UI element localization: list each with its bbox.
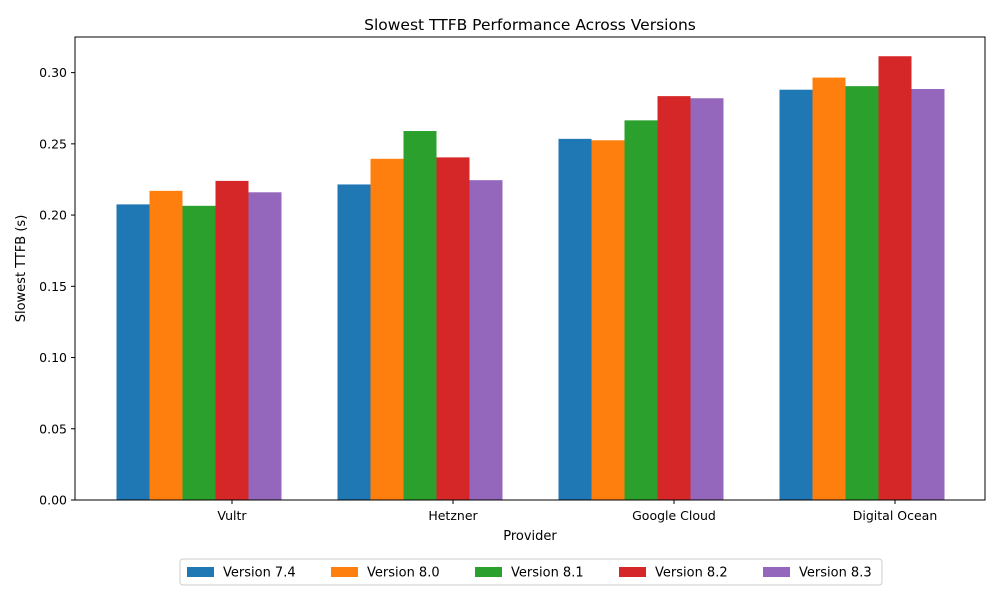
bar-version-8-2-vultr (215, 180, 249, 500)
legend-swatch (619, 567, 646, 577)
bar-version-8-1-digital-ocean (845, 86, 879, 500)
bar-version-8-2-google-cloud (657, 96, 691, 501)
y-tick-label: 0.25 (39, 136, 67, 151)
legend: Version 7.4 Version 8.0 Version 8.1 Version… (179, 558, 883, 586)
y-tick-label: 0.15 (39, 279, 67, 294)
bar-version-7-4-vultr (116, 204, 150, 500)
bar-version-7-4-google-cloud (558, 138, 592, 501)
legend-swatch (763, 567, 790, 577)
legend-swatch (331, 567, 358, 577)
bar-version-7-4-hetzner (337, 184, 371, 500)
y-tick-label: 0.10 (39, 350, 67, 365)
legend-box (179, 558, 883, 586)
bar-version-8-0-vultr (149, 190, 183, 500)
y-tick-label: 0.00 (39, 493, 67, 508)
legend-swatch (187, 567, 214, 577)
x-tick-label: Hetzner (428, 508, 478, 523)
bar-version-8-0-hetzner (370, 158, 404, 500)
bar-version-8-1-vultr (182, 205, 216, 500)
x-tick-label: Google Cloud (632, 508, 716, 523)
bar-version-8-0-digital-ocean (812, 77, 846, 501)
bar-version-8-3-google-cloud (690, 98, 724, 501)
x-tick-label: Digital Ocean (853, 508, 938, 523)
legend-label: Version 8.3 (799, 566, 872, 581)
bar-version-7-4-digital-ocean (779, 89, 813, 501)
bar-version-8-2-hetzner (436, 157, 470, 500)
x-axis: Vultr Hetzner Google Cloud Digital Ocean (217, 500, 937, 523)
x-axis-label: Provider (503, 529, 557, 544)
y-tick-label: 0.05 (39, 421, 67, 436)
legend-label: Version 7.4 (223, 566, 296, 581)
plot-frame (74, 36, 986, 501)
x-tick-label: Vultr (217, 508, 247, 523)
bar-version-8-3-vultr (248, 192, 282, 500)
y-axis-label: Slowest TTFB (s) (14, 215, 29, 323)
legend-label: Version 8.1 (511, 566, 584, 581)
bar-version-8-1-hetzner (403, 131, 437, 501)
bar-version-8-0-google-cloud (591, 140, 625, 501)
bar-version-8-2-digital-ocean (878, 56, 912, 501)
legend-label: Version 8.2 (655, 566, 728, 581)
y-axis: 0.00 0.05 0.10 0.15 0.20 0.25 0.30 (39, 65, 75, 508)
bars-group (116, 56, 945, 501)
legend-label: Version 8.0 (367, 566, 440, 581)
chart-title: Slowest TTFB Performance Across Versions (364, 16, 696, 34)
y-tick-label: 0.20 (39, 208, 67, 223)
y-tick-label: 0.30 (39, 65, 67, 80)
bar-version-8-1-google-cloud (624, 120, 658, 500)
legend-swatch (475, 567, 502, 577)
bar-version-8-3-digital-ocean (911, 88, 945, 500)
bar-version-8-3-hetzner (469, 180, 503, 501)
